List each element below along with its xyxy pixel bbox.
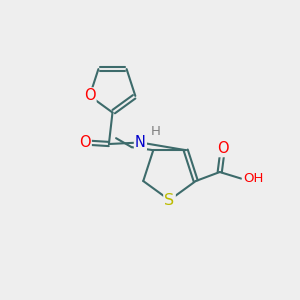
Text: O: O: [217, 141, 229, 156]
Text: N: N: [135, 135, 146, 150]
Text: S: S: [164, 193, 175, 208]
Text: OH: OH: [243, 172, 263, 185]
Text: O: O: [79, 135, 91, 150]
Text: H: H: [151, 124, 161, 138]
Text: O: O: [84, 88, 95, 104]
